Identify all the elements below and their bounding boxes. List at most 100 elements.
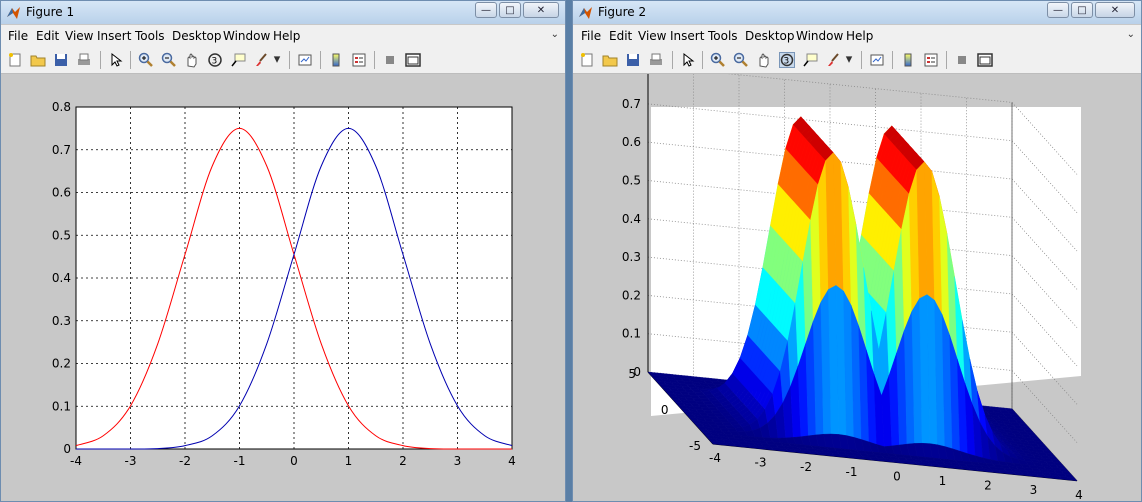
- y-tick-label: 0.6: [52, 186, 71, 200]
- z-tick-label: 0.4: [622, 212, 641, 226]
- maximize-button[interactable]: □: [499, 2, 521, 18]
- print-icon[interactable]: [648, 52, 664, 68]
- x-tick-label: 0: [893, 469, 901, 483]
- surface-patches: [647, 116, 1078, 482]
- z-tick-label: 0.2: [622, 288, 641, 302]
- rotate-3d-icon[interactable]: 3: [207, 52, 223, 68]
- menu-bar: File Edit View Insert Tools Desktop Wind…: [1, 25, 565, 47]
- z-tick-label: 0.5: [622, 174, 641, 188]
- z-tick-label: 0.1: [622, 327, 641, 341]
- menu-help[interactable]: Help: [273, 29, 301, 43]
- show-plot-tools-icon[interactable]: [977, 52, 993, 68]
- toolbar-separator: [892, 51, 893, 69]
- pointer-icon[interactable]: [680, 52, 696, 68]
- data-cursor-icon[interactable]: [230, 52, 246, 68]
- y-tick-label: 0.8: [52, 100, 71, 114]
- figure-2-window: Figure 2 — □ ✕ File Edit View Insert Too…: [572, 0, 1142, 502]
- z-tick-label: 0: [633, 365, 641, 379]
- y-tick-label: 5: [628, 367, 636, 381]
- x-tick-label: 3: [454, 454, 462, 468]
- open-folder-icon[interactable]: [602, 52, 618, 68]
- close-icon: ✕: [1110, 5, 1120, 16]
- save-icon[interactable]: [625, 52, 641, 68]
- z-tick-label: 0.3: [622, 250, 641, 264]
- pan-hand-icon[interactable]: [184, 52, 200, 68]
- tick-labels: 00.10.20.30.40.50.60.70.8-4-3-2-101234-5…: [622, 97, 1083, 502]
- x-tick-label: 2: [984, 479, 992, 493]
- link-plot-icon[interactable]: [869, 52, 885, 68]
- data-cursor-icon[interactable]: [802, 52, 818, 68]
- menu-bar: File Edit View Insert Tools Desktop Wind…: [573, 25, 1141, 47]
- open-folder-icon[interactable]: [30, 52, 46, 68]
- y-tick-label: 0.2: [52, 357, 71, 371]
- menu-overflow-icon[interactable]: ⌄: [1126, 29, 1135, 40]
- menu-file[interactable]: File: [8, 29, 29, 43]
- pan-hand-icon[interactable]: [756, 52, 772, 68]
- brush-dropdown-icon[interactable]: ▾: [845, 52, 853, 67]
- brush-icon[interactable]: [825, 52, 841, 68]
- hide-plot-tools-icon[interactable]: [382, 52, 398, 68]
- toolbar-separator: [100, 51, 101, 69]
- menu-insert[interactable]: Insert: [97, 29, 132, 43]
- menu-help[interactable]: Help: [846, 29, 874, 43]
- legend-icon[interactable]: [351, 52, 367, 68]
- toolbar-separator: [702, 51, 703, 69]
- colorbar-icon[interactable]: [328, 52, 344, 68]
- y-tick-label: 0: [661, 403, 669, 417]
- show-plot-tools-icon[interactable]: [405, 52, 421, 68]
- x-tick-label: 0: [290, 454, 298, 468]
- surface-patch: [1066, 476, 1078, 482]
- brush-dropdown-icon[interactable]: ▾: [273, 52, 281, 67]
- save-icon[interactable]: [53, 52, 69, 68]
- menu-file[interactable]: File: [581, 29, 602, 43]
- menu-desktop[interactable]: Desktop: [172, 29, 222, 43]
- menu-overflow-icon[interactable]: ⌄: [550, 29, 559, 40]
- menu-view[interactable]: View: [638, 29, 667, 43]
- toolbar-separator: [946, 51, 947, 69]
- link-plot-icon[interactable]: [297, 52, 313, 68]
- svg-text:3: 3: [212, 57, 218, 67]
- x-tick-label: -4: [70, 454, 82, 468]
- maximize-icon: □: [505, 5, 515, 16]
- menu-view[interactable]: View: [65, 29, 94, 43]
- maximize-button[interactable]: □: [1071, 2, 1093, 18]
- minimize-icon: —: [481, 5, 491, 16]
- colorbar-icon[interactable]: [900, 52, 916, 68]
- menu-edit[interactable]: Edit: [36, 29, 60, 43]
- x-tick-label: -3: [125, 454, 137, 468]
- minimize-button[interactable]: —: [475, 2, 497, 18]
- title-bar[interactable]: Figure 2 — □ ✕: [573, 1, 1141, 24]
- menu-tools[interactable]: Tools: [135, 29, 165, 43]
- menu-desktop[interactable]: Desktop: [745, 29, 795, 43]
- new-file-icon[interactable]: [7, 52, 23, 68]
- minimize-button[interactable]: —: [1047, 2, 1069, 18]
- title-bar[interactable]: Figure 1 — □ ✕: [1, 1, 565, 24]
- toolbar-separator: [861, 51, 862, 69]
- x-tick-label: -1: [234, 454, 246, 468]
- close-button[interactable]: ✕: [1095, 2, 1135, 18]
- figure-1-window: Figure 1 — □ ✕ File Edit View Insert Too…: [0, 0, 566, 502]
- new-file-icon[interactable]: [579, 52, 595, 68]
- zoom-in-icon[interactable]: [138, 52, 154, 68]
- menu-window[interactable]: Window: [796, 29, 844, 43]
- pointer-icon[interactable]: [108, 52, 124, 68]
- hide-plot-tools-icon[interactable]: [954, 52, 970, 68]
- zoom-out-icon[interactable]: [161, 52, 177, 68]
- close-button[interactable]: ✕: [523, 2, 559, 18]
- brush-icon[interactable]: [253, 52, 269, 68]
- matlab-logo-icon: [579, 7, 592, 19]
- x-tick-label: 3: [1030, 483, 1038, 497]
- grid-lines: [76, 107, 512, 449]
- surface-chart: 00.10.20.30.40.50.60.70.8-4-3-2-101234-5…: [622, 74, 1083, 502]
- zoom-in-icon[interactable]: [710, 52, 726, 68]
- menu-edit[interactable]: Edit: [609, 29, 633, 43]
- series-line-2: [76, 127, 513, 450]
- zoom-out-icon[interactable]: [733, 52, 749, 68]
- menu-tools[interactable]: Tools: [708, 29, 738, 43]
- legend-icon[interactable]: [923, 52, 939, 68]
- x-tick-label: -1: [846, 465, 858, 479]
- rotate-3d-icon[interactable]: 3: [779, 52, 795, 68]
- menu-window[interactable]: Window: [223, 29, 271, 43]
- menu-insert[interactable]: Insert: [670, 29, 705, 43]
- print-icon[interactable]: [76, 52, 92, 68]
